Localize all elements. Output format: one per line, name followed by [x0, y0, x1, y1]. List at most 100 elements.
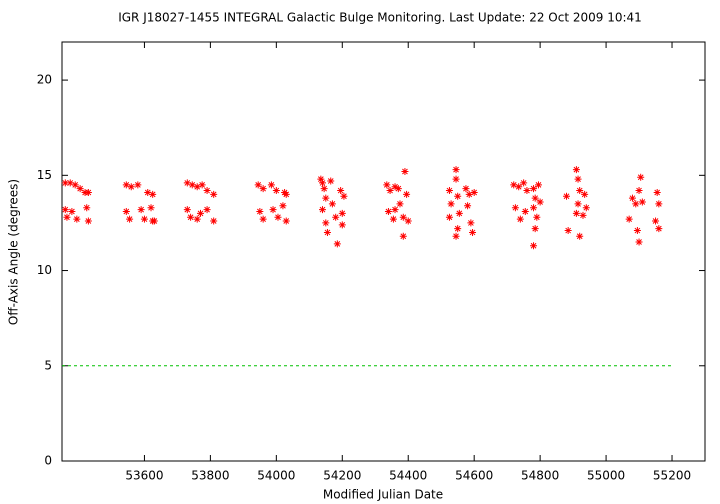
- data-point: [530, 242, 538, 250]
- data-point: [452, 232, 460, 240]
- data-point: [328, 200, 336, 208]
- data-point: [452, 166, 460, 174]
- data-point: [210, 190, 218, 198]
- data-point: [564, 227, 572, 235]
- data-point: [576, 232, 584, 240]
- data-point: [391, 183, 399, 191]
- data-point: [574, 175, 582, 183]
- data-point: [149, 217, 157, 225]
- data-point: [635, 238, 643, 246]
- data-point: [399, 232, 407, 240]
- data-point: [638, 198, 646, 206]
- data-point: [134, 181, 142, 189]
- data-point: [534, 181, 542, 189]
- x-tick-label: 55000: [587, 469, 625, 483]
- data-point: [464, 202, 472, 210]
- data-point: [632, 200, 640, 208]
- data-point: [653, 188, 661, 196]
- data-point: [572, 209, 580, 217]
- data-point: [530, 185, 538, 193]
- data-point: [279, 202, 287, 210]
- data-point: [84, 217, 92, 225]
- data-point: [576, 187, 584, 195]
- data-point: [122, 181, 130, 189]
- data-point: [581, 190, 589, 198]
- x-tick-label: 54200: [323, 469, 361, 483]
- data-point: [322, 219, 330, 227]
- x-tick-label: 53800: [191, 469, 229, 483]
- data-point: [203, 187, 211, 195]
- data-point: [625, 215, 633, 223]
- x-tick-label: 54600: [455, 469, 493, 483]
- data-point: [386, 187, 394, 195]
- data-point: [84, 188, 92, 196]
- data-point: [582, 204, 590, 212]
- data-point: [637, 173, 645, 181]
- data-point: [187, 213, 195, 221]
- data-point: [511, 204, 519, 212]
- data-point: [389, 215, 397, 223]
- data-point: [61, 206, 69, 214]
- data-point: [193, 183, 201, 191]
- data-point: [520, 179, 528, 187]
- data-point: [633, 227, 641, 235]
- data-point: [254, 181, 262, 189]
- x-tick-label: 54400: [389, 469, 427, 483]
- data-point: [332, 213, 340, 221]
- data-point: [465, 190, 473, 198]
- data-point: [183, 206, 191, 214]
- data-point: [455, 209, 463, 217]
- data-point: [340, 192, 348, 200]
- data-point: [318, 206, 326, 214]
- data-point: [269, 206, 277, 214]
- data-point: [337, 187, 345, 195]
- chart-title: IGR J18027-1455 INTEGRAL Galactic Bulge …: [118, 11, 642, 25]
- data-point: [282, 190, 290, 198]
- y-tick-label: 20: [37, 73, 52, 87]
- data-point: [259, 215, 267, 223]
- x-tick-label: 54800: [521, 469, 559, 483]
- y-axis-label: Off-Axis Angle (degrees): [7, 179, 21, 325]
- data-point: [399, 213, 407, 221]
- data-point: [394, 185, 402, 193]
- data-point: [338, 221, 346, 229]
- data-point: [447, 200, 455, 208]
- data-point: [147, 204, 155, 212]
- data-point: [140, 215, 148, 223]
- data-point: [523, 187, 531, 195]
- data-point: [193, 215, 201, 223]
- data-point: [635, 187, 643, 195]
- data-point: [144, 188, 152, 196]
- data-point: [516, 215, 524, 223]
- data-point: [83, 204, 91, 212]
- data-point: [323, 228, 331, 236]
- data-point: [579, 211, 587, 219]
- data-point: [210, 217, 218, 225]
- data-point: [63, 213, 71, 221]
- data-point: [470, 188, 478, 196]
- data-point: [445, 187, 453, 195]
- x-tick-label: 55200: [653, 469, 691, 483]
- data-point: [122, 208, 130, 216]
- data-point: [188, 181, 196, 189]
- data-point: [531, 225, 539, 233]
- x-tick-label: 54000: [257, 469, 295, 483]
- data-point: [530, 204, 538, 212]
- data-point: [256, 208, 264, 216]
- data-point: [282, 217, 290, 225]
- data-point: [183, 179, 191, 187]
- data-point: [259, 185, 267, 193]
- data-point: [391, 206, 399, 214]
- data-point: [73, 215, 81, 223]
- data-point: [272, 187, 280, 195]
- data-point: [404, 217, 412, 225]
- data-point: [137, 206, 145, 214]
- y-tick-label: 10: [37, 263, 52, 277]
- data-point: [338, 209, 346, 217]
- data-point: [652, 217, 660, 225]
- y-tick-label: 15: [37, 168, 52, 182]
- data-point: [533, 213, 541, 221]
- data-point: [384, 208, 392, 216]
- data-point: [655, 225, 663, 233]
- data-point: [317, 175, 325, 183]
